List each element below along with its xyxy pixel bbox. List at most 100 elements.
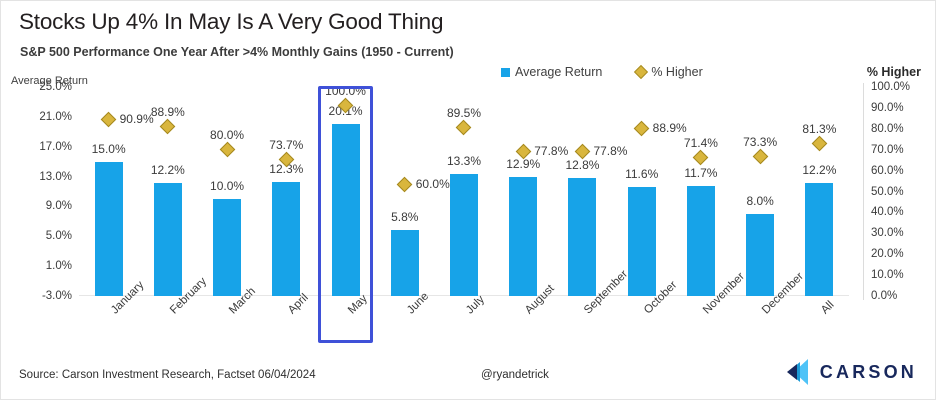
bar[interactable] [94, 161, 123, 296]
square-icon [501, 67, 510, 77]
percent-higher-marker[interactable] [693, 149, 709, 165]
legend-label: Average Return [515, 65, 603, 79]
y-axis-tick-right: 20.0% [871, 248, 904, 261]
percent-higher-marker[interactable] [456, 119, 472, 135]
bar-value-label: 13.3% [446, 154, 481, 169]
y-axis-tick-left: 5.0% [45, 230, 72, 243]
percent-higher-marker[interactable] [396, 176, 413, 192]
chart-column: 13.3% 89.5% July [434, 87, 493, 316]
percent-higher-label: 71.4% [683, 136, 718, 150]
bar-value-label: 12.2% [150, 162, 185, 177]
bar[interactable] [213, 198, 242, 296]
page-title: Stocks Up 4% In May Is A Very Good Thing [19, 9, 444, 34]
percent-higher-label: 88.9% [652, 121, 687, 135]
y-axis-tick-left: 21.0% [39, 110, 72, 123]
chart-column: 20.1%100.0%May [316, 84, 375, 316]
y-axis-tick-right: 70.0% [871, 143, 904, 156]
bar[interactable] [449, 174, 478, 296]
percent-higher-label: 90.9% [119, 112, 154, 126]
y-axis-tick-left: 17.0% [39, 140, 72, 153]
chart-column: 12.2% 88.9% February [138, 87, 209, 316]
chart-column: 12.8% 77.8% September [553, 87, 631, 316]
y-axis-tick-right: 60.0% [871, 164, 904, 177]
bar[interactable] [686, 186, 715, 296]
y-axis-tick-right: 10.0% [871, 269, 904, 282]
source-note: Source: Carson Investment Research, Fact… [19, 369, 316, 381]
bar-value-label: 12.3% [269, 161, 304, 176]
y-axis-tick-left: 9.0% [45, 200, 72, 213]
bar[interactable] [805, 182, 834, 296]
percent-higher-marker[interactable] [160, 118, 176, 134]
left-axis-title: Average Return [11, 75, 88, 87]
bar[interactable] [509, 177, 538, 296]
bar-value-label: 12.2% [802, 162, 837, 177]
right-axis-title: % Higher [866, 65, 921, 79]
y-axis-tick-right: 50.0% [871, 185, 904, 198]
carson-logo: CARSON [781, 357, 917, 387]
bar[interactable] [153, 182, 182, 296]
y-axis-tick-right: 100.0% [871, 81, 911, 93]
carson-logo-text: CARSON [819, 361, 917, 382]
bar[interactable] [568, 178, 597, 296]
chart-column: 11.7% 71.4% November [671, 87, 747, 316]
plot-area: -3.0% 1.0% 5.0% 9.0% 13.0% 17.0% 21.0% 25.0% 0.0… [39, 81, 910, 316]
bar[interactable] [627, 187, 656, 296]
percent-higher-label: 88.9% [150, 105, 185, 119]
y-axis-tick-left: 25.0% [39, 81, 72, 93]
percent-higher-marker[interactable] [219, 141, 235, 157]
bar[interactable] [331, 123, 360, 296]
x-axis-label: All [819, 298, 837, 317]
percent-higher-label: 77.8% [534, 144, 569, 158]
percent-higher-label: 89.5% [446, 106, 481, 120]
y-axis-tick-left: 1.0% [45, 260, 72, 273]
chart-column: 12.2% 81.3% All [790, 87, 849, 316]
percent-higher-label: 81.3% [802, 122, 837, 136]
x-axis-label: July [463, 293, 487, 317]
bar[interactable] [272, 181, 301, 296]
diamond-icon [634, 64, 649, 80]
chart-column: 11.6% 88.9% October [612, 87, 687, 316]
chart-column: 10.0% 80.0% March [197, 87, 258, 316]
bar-value-label: 8.0% [746, 193, 774, 208]
bar[interactable] [746, 213, 775, 296]
percent-higher-marker[interactable] [100, 111, 117, 127]
bar-value-label: 12.9% [506, 157, 541, 172]
y-axis-tick-right: 0.0% [871, 290, 898, 302]
y-axis-tick-right: 30.0% [871, 227, 904, 240]
legend-item-percent-higher[interactable]: % Higher [634, 64, 703, 80]
y-axis-tick-left: 13.0% [39, 170, 72, 183]
chart-column: 5.8% 60.0% June [375, 87, 450, 316]
percent-higher-label: 60.0% [415, 177, 450, 191]
bar-value-label: 11.7% [684, 166, 718, 181]
bar-value-label: 12.8% [565, 158, 600, 173]
author-handle: @ryandetrick [481, 369, 549, 381]
chart-column: 12.3% 73.7% April [257, 87, 316, 316]
percent-higher-marker[interactable] [633, 120, 650, 136]
percent-higher-marker[interactable] [752, 148, 768, 164]
chart-legend: Average Return % Higher [501, 64, 703, 80]
percent-higher-label: 73.3% [743, 135, 778, 149]
percent-higher-label: 100.0% [325, 84, 366, 98]
chart-subtitle: S&P 500 Performance One Year After >4% M… [20, 45, 454, 59]
y-axis-tick-left: -3.0% [41, 290, 72, 302]
chart-column: 12.9% 77.8% August [494, 87, 568, 316]
right-axis-line [863, 83, 864, 300]
chart-column: 8.0% 73.3% December [731, 87, 806, 316]
chart-column: 15.0% 90.9% January [79, 87, 154, 316]
y-axis-tick-right: 40.0% [871, 206, 904, 219]
y-axis-tick-right: 80.0% [871, 122, 904, 135]
bar-value-label: 10.0% [210, 178, 245, 193]
legend-item-average-return[interactable]: Average Return [501, 65, 602, 79]
percent-higher-marker[interactable] [574, 143, 591, 159]
percent-higher-label: 80.0% [210, 128, 245, 142]
percent-higher-marker[interactable] [811, 135, 828, 151]
percent-higher-label: 73.7% [269, 138, 304, 152]
bar-value-label: 15.0% [91, 141, 126, 156]
bar-value-label: 5.8% [391, 210, 419, 225]
y-axis-tick-right: 90.0% [871, 101, 904, 114]
percent-higher-label: 77.8% [593, 144, 628, 158]
carson-mark-icon [786, 359, 808, 385]
x-axis-label: May [345, 292, 370, 317]
bar[interactable] [390, 230, 419, 296]
